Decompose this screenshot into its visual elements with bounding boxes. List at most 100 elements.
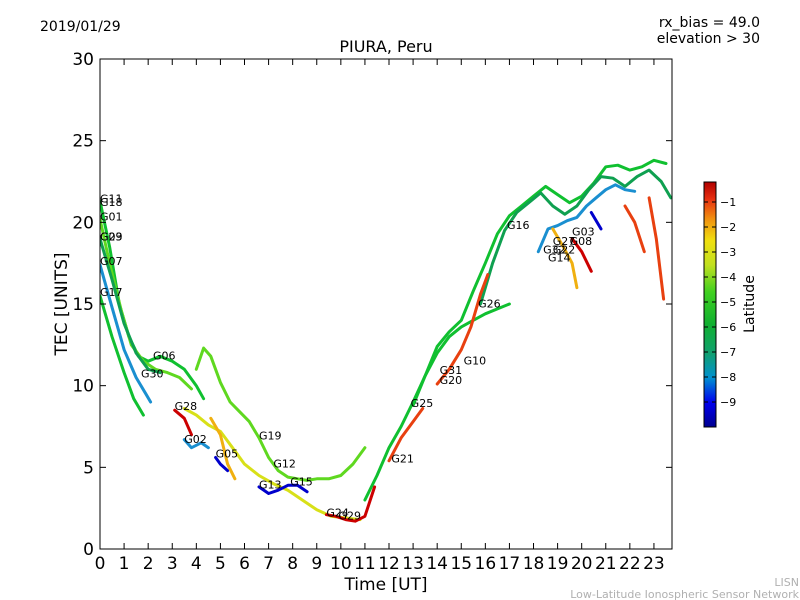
- colorbar-tick-label: −2: [720, 221, 736, 234]
- tec-trace: [100, 263, 153, 404]
- x-tick-label: 19: [547, 554, 569, 574]
- satellite-label: G09: [100, 230, 123, 243]
- tec-curves: [100, 158, 672, 523]
- satellite-label: G06: [153, 350, 176, 363]
- tec-trace: [100, 294, 145, 417]
- x-tick-label: 11: [354, 554, 376, 574]
- rx-bias-label: rx_bias = 49.0: [659, 15, 760, 31]
- tec-trace: [324, 485, 377, 523]
- satellite-label: G25: [411, 397, 434, 410]
- x-tick-label: 1: [119, 554, 130, 574]
- footer-lisn: LISN: [774, 576, 799, 589]
- satellite-label: G14: [548, 252, 571, 265]
- y-tick-label: 5: [83, 458, 94, 478]
- tec-trace: [387, 407, 425, 463]
- tec-trace: [363, 302, 511, 502]
- x-tick-label: 4: [191, 554, 202, 574]
- satellite-label: G18: [100, 196, 123, 209]
- y-tick-label: 25: [72, 132, 94, 152]
- x-tick-label: 16: [475, 554, 497, 574]
- satellite-label: G26: [478, 297, 501, 310]
- x-tick-label: 21: [595, 554, 617, 574]
- satellite-label: G10: [464, 354, 487, 367]
- satellite-label: G20: [440, 374, 463, 387]
- colorbar-label: Latitude: [742, 275, 758, 333]
- x-tick-label: 20: [571, 554, 593, 574]
- x-tick-label: 6: [239, 554, 250, 574]
- x-tick-label: 3: [167, 554, 178, 574]
- tec-trace: [647, 196, 666, 301]
- tec-trace: [182, 438, 210, 450]
- satellite-label: G29: [338, 510, 361, 523]
- satellite-label: G22: [553, 243, 576, 256]
- satellite-label: G23: [100, 230, 123, 243]
- colorbar-tick-label: −9: [720, 396, 736, 409]
- satellite-label: G28: [175, 400, 198, 413]
- x-tick-label: 0: [95, 554, 106, 574]
- tec-trace: [570, 237, 593, 273]
- x-tick-label: 14: [426, 554, 448, 574]
- y-tick-label: 20: [72, 213, 94, 233]
- tec-trace: [257, 483, 309, 495]
- x-tick-label: 2: [143, 554, 154, 574]
- satellite-label: G16: [507, 219, 530, 232]
- tec-trace: [209, 416, 237, 481]
- colorbar-tick-label: −4: [720, 271, 736, 284]
- x-axis-ticks: 0 1 2 3 4 5 6 7 8 9 10 11 12 13 14 15 16 17 18 19 20 21 22 23: [95, 59, 665, 574]
- satellite-label: G21: [391, 452, 414, 465]
- elevation-label: elevation > 30: [657, 31, 760, 47]
- satellite-label: G15: [290, 475, 313, 488]
- x-tick-label: 17: [499, 554, 521, 574]
- x-tick-label: 7: [263, 554, 274, 574]
- tec-trace: [479, 168, 672, 306]
- chart-title: PIURA, Peru: [339, 37, 432, 56]
- satellite-label: G08: [570, 235, 593, 248]
- tec-trace: [100, 237, 162, 375]
- tec-trace: [623, 204, 646, 254]
- x-tick-label: 23: [643, 554, 665, 574]
- tec-trace: [435, 273, 490, 386]
- satellite-label: G19: [259, 430, 282, 443]
- colorbar-ticks: −1 −2 −3 −4 −5 −6 −7 −8 −9: [704, 196, 736, 409]
- x-tick-label: 15: [450, 554, 472, 574]
- footer-network: Low-Latitude Ionospheric Sensor Network: [570, 588, 799, 600]
- tec-trace: [214, 456, 230, 473]
- tec-trace: [551, 227, 579, 290]
- satellite-label: G30: [141, 368, 164, 381]
- tec-trace: [589, 211, 603, 231]
- colorbar-tick-label: −6: [720, 321, 736, 334]
- satellite-label: G03: [572, 225, 595, 238]
- y-tick-label: 15: [72, 295, 94, 315]
- satellite-label: G32: [543, 243, 566, 256]
- satellite-label: G31: [440, 364, 463, 377]
- satellite-label: G01: [100, 211, 123, 224]
- x-axis-label: Time [UT]: [343, 575, 427, 595]
- colorbar-tick-label: −3: [720, 246, 736, 259]
- date-label: 2019/01/29: [40, 19, 121, 35]
- y-axis-label: TEC [UNITS]: [52, 252, 72, 356]
- x-tick-label: 10: [330, 554, 352, 574]
- x-tick-label: 22: [619, 554, 641, 574]
- colorbar: [703, 181, 717, 428]
- colorbar-tick-label: −7: [720, 346, 736, 359]
- y-tick-label: 30: [72, 50, 94, 70]
- x-tick-label: 8: [287, 554, 298, 574]
- x-tick-label: 12: [378, 554, 400, 574]
- satellite-label: G12: [273, 457, 296, 470]
- satellite-label: G07: [100, 255, 123, 268]
- tec-trace: [411, 158, 668, 407]
- satellite-label: G17: [100, 286, 123, 299]
- satellite-label: G11: [100, 193, 123, 206]
- satellite-label: G02: [184, 433, 207, 446]
- satellite-label: G13: [259, 479, 282, 492]
- x-tick-label: 5: [215, 554, 226, 574]
- tec-trace: [536, 183, 637, 254]
- x-tick-label: 18: [523, 554, 545, 574]
- y-tick-label: 0: [83, 540, 94, 560]
- x-tick-label: 13: [402, 554, 424, 574]
- satellite-label: G24: [326, 506, 349, 519]
- satellite-label: G27: [553, 235, 576, 248]
- x-tick-label: 9: [311, 554, 322, 574]
